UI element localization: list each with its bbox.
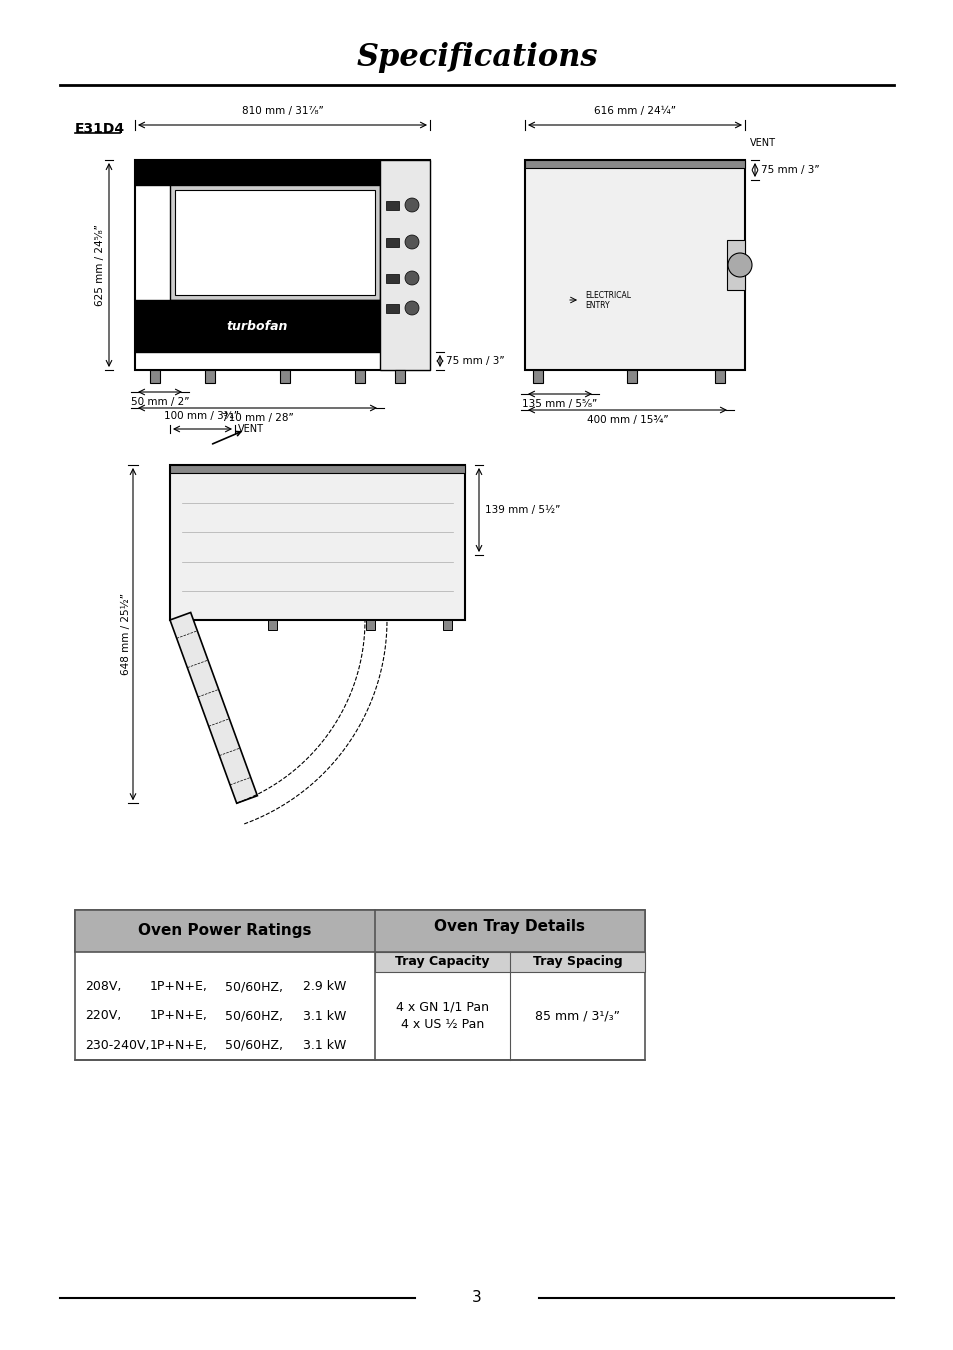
- Text: 135 mm / 5⁵⁄₈”: 135 mm / 5⁵⁄₈”: [522, 400, 597, 409]
- Text: Tray Capacity: Tray Capacity: [395, 956, 489, 968]
- Bar: [442, 620, 452, 630]
- Bar: [524, 161, 744, 167]
- Bar: [150, 370, 160, 383]
- Text: 3: 3: [472, 1291, 481, 1305]
- Bar: [366, 620, 375, 630]
- Text: 1P+N+E,: 1P+N+E,: [150, 1040, 208, 1052]
- Bar: [355, 370, 365, 383]
- Text: 4 x GN 1/1 Pan: 4 x GN 1/1 Pan: [395, 1000, 489, 1014]
- Text: 50 mm / 2”: 50 mm / 2”: [131, 397, 189, 406]
- Bar: [75, 910, 644, 1060]
- Text: ENTRY: ENTRY: [584, 301, 609, 309]
- Bar: [524, 161, 744, 370]
- Text: 50/60HZ,: 50/60HZ,: [225, 1040, 283, 1052]
- Text: 139 mm / 5½”: 139 mm / 5½”: [484, 505, 559, 514]
- Text: Oven Power Ratings: Oven Power Ratings: [138, 923, 312, 938]
- Text: 75 mm / 3”: 75 mm / 3”: [446, 356, 504, 366]
- Bar: [170, 464, 464, 620]
- Bar: [533, 370, 542, 383]
- Text: 1P+N+E,: 1P+N+E,: [150, 980, 208, 994]
- Text: 208V,: 208V,: [85, 980, 121, 994]
- Text: E31D4: E31D4: [75, 122, 125, 136]
- Bar: [386, 274, 398, 284]
- Bar: [626, 370, 637, 383]
- Bar: [375, 952, 644, 972]
- Text: 100 mm / 3¾”: 100 mm / 3¾”: [164, 410, 239, 421]
- Bar: [135, 161, 379, 185]
- Text: Specifications: Specifications: [355, 42, 598, 73]
- FancyArrowPatch shape: [213, 432, 240, 444]
- Text: 616 mm / 24¼”: 616 mm / 24¼”: [594, 107, 676, 116]
- Circle shape: [405, 301, 418, 315]
- Bar: [379, 161, 430, 370]
- Text: 3.1 kW: 3.1 kW: [303, 1010, 346, 1022]
- Polygon shape: [170, 613, 257, 803]
- Text: 810 mm / 31⁷⁄₈”: 810 mm / 31⁷⁄₈”: [241, 107, 323, 116]
- Bar: [386, 238, 398, 247]
- Text: turbofan: turbofan: [227, 320, 288, 332]
- Bar: [714, 370, 724, 383]
- Bar: [386, 201, 398, 211]
- Bar: [135, 161, 430, 370]
- Bar: [386, 304, 398, 313]
- Text: Tray Spacing: Tray Spacing: [532, 956, 621, 968]
- Text: 2.9 kW: 2.9 kW: [303, 980, 346, 994]
- Text: 50/60HZ,: 50/60HZ,: [225, 1010, 283, 1022]
- Text: 220V,: 220V,: [85, 1010, 121, 1022]
- Text: 710 mm / 28”: 710 mm / 28”: [221, 413, 294, 423]
- Text: 4 x US ½ Pan: 4 x US ½ Pan: [400, 1018, 483, 1031]
- Text: 625 mm / 24⁵⁄₈”: 625 mm / 24⁵⁄₈”: [95, 224, 105, 306]
- Text: 50/60HZ,: 50/60HZ,: [225, 980, 283, 994]
- Text: ELECTRICAL: ELECTRICAL: [584, 290, 630, 300]
- Circle shape: [727, 252, 751, 277]
- Bar: [395, 370, 405, 383]
- Text: 75 mm / 3”: 75 mm / 3”: [760, 165, 819, 176]
- Text: 230-240V,: 230-240V,: [85, 1040, 150, 1052]
- Text: 3.1 kW: 3.1 kW: [303, 1040, 346, 1052]
- Bar: [135, 300, 379, 352]
- Bar: [726, 240, 744, 290]
- Bar: [280, 370, 290, 383]
- Text: 648 mm / 25½”: 648 mm / 25½”: [121, 593, 131, 675]
- Bar: [75, 910, 644, 952]
- Bar: [170, 464, 464, 472]
- Text: 1P+N+E,: 1P+N+E,: [150, 1010, 208, 1022]
- Circle shape: [405, 235, 418, 248]
- Bar: [178, 620, 187, 630]
- Bar: [268, 620, 276, 630]
- Text: 400 mm / 15¾”: 400 mm / 15¾”: [586, 414, 668, 425]
- Bar: [174, 190, 375, 296]
- Circle shape: [405, 271, 418, 285]
- Text: Oven Tray Details: Oven Tray Details: [434, 919, 585, 934]
- Circle shape: [405, 198, 418, 212]
- Text: 85 mm / 3¹/₃”: 85 mm / 3¹/₃”: [535, 1010, 619, 1022]
- Bar: [170, 185, 379, 300]
- Bar: [205, 370, 214, 383]
- Text: VENT: VENT: [237, 424, 264, 433]
- Text: VENT: VENT: [749, 138, 775, 148]
